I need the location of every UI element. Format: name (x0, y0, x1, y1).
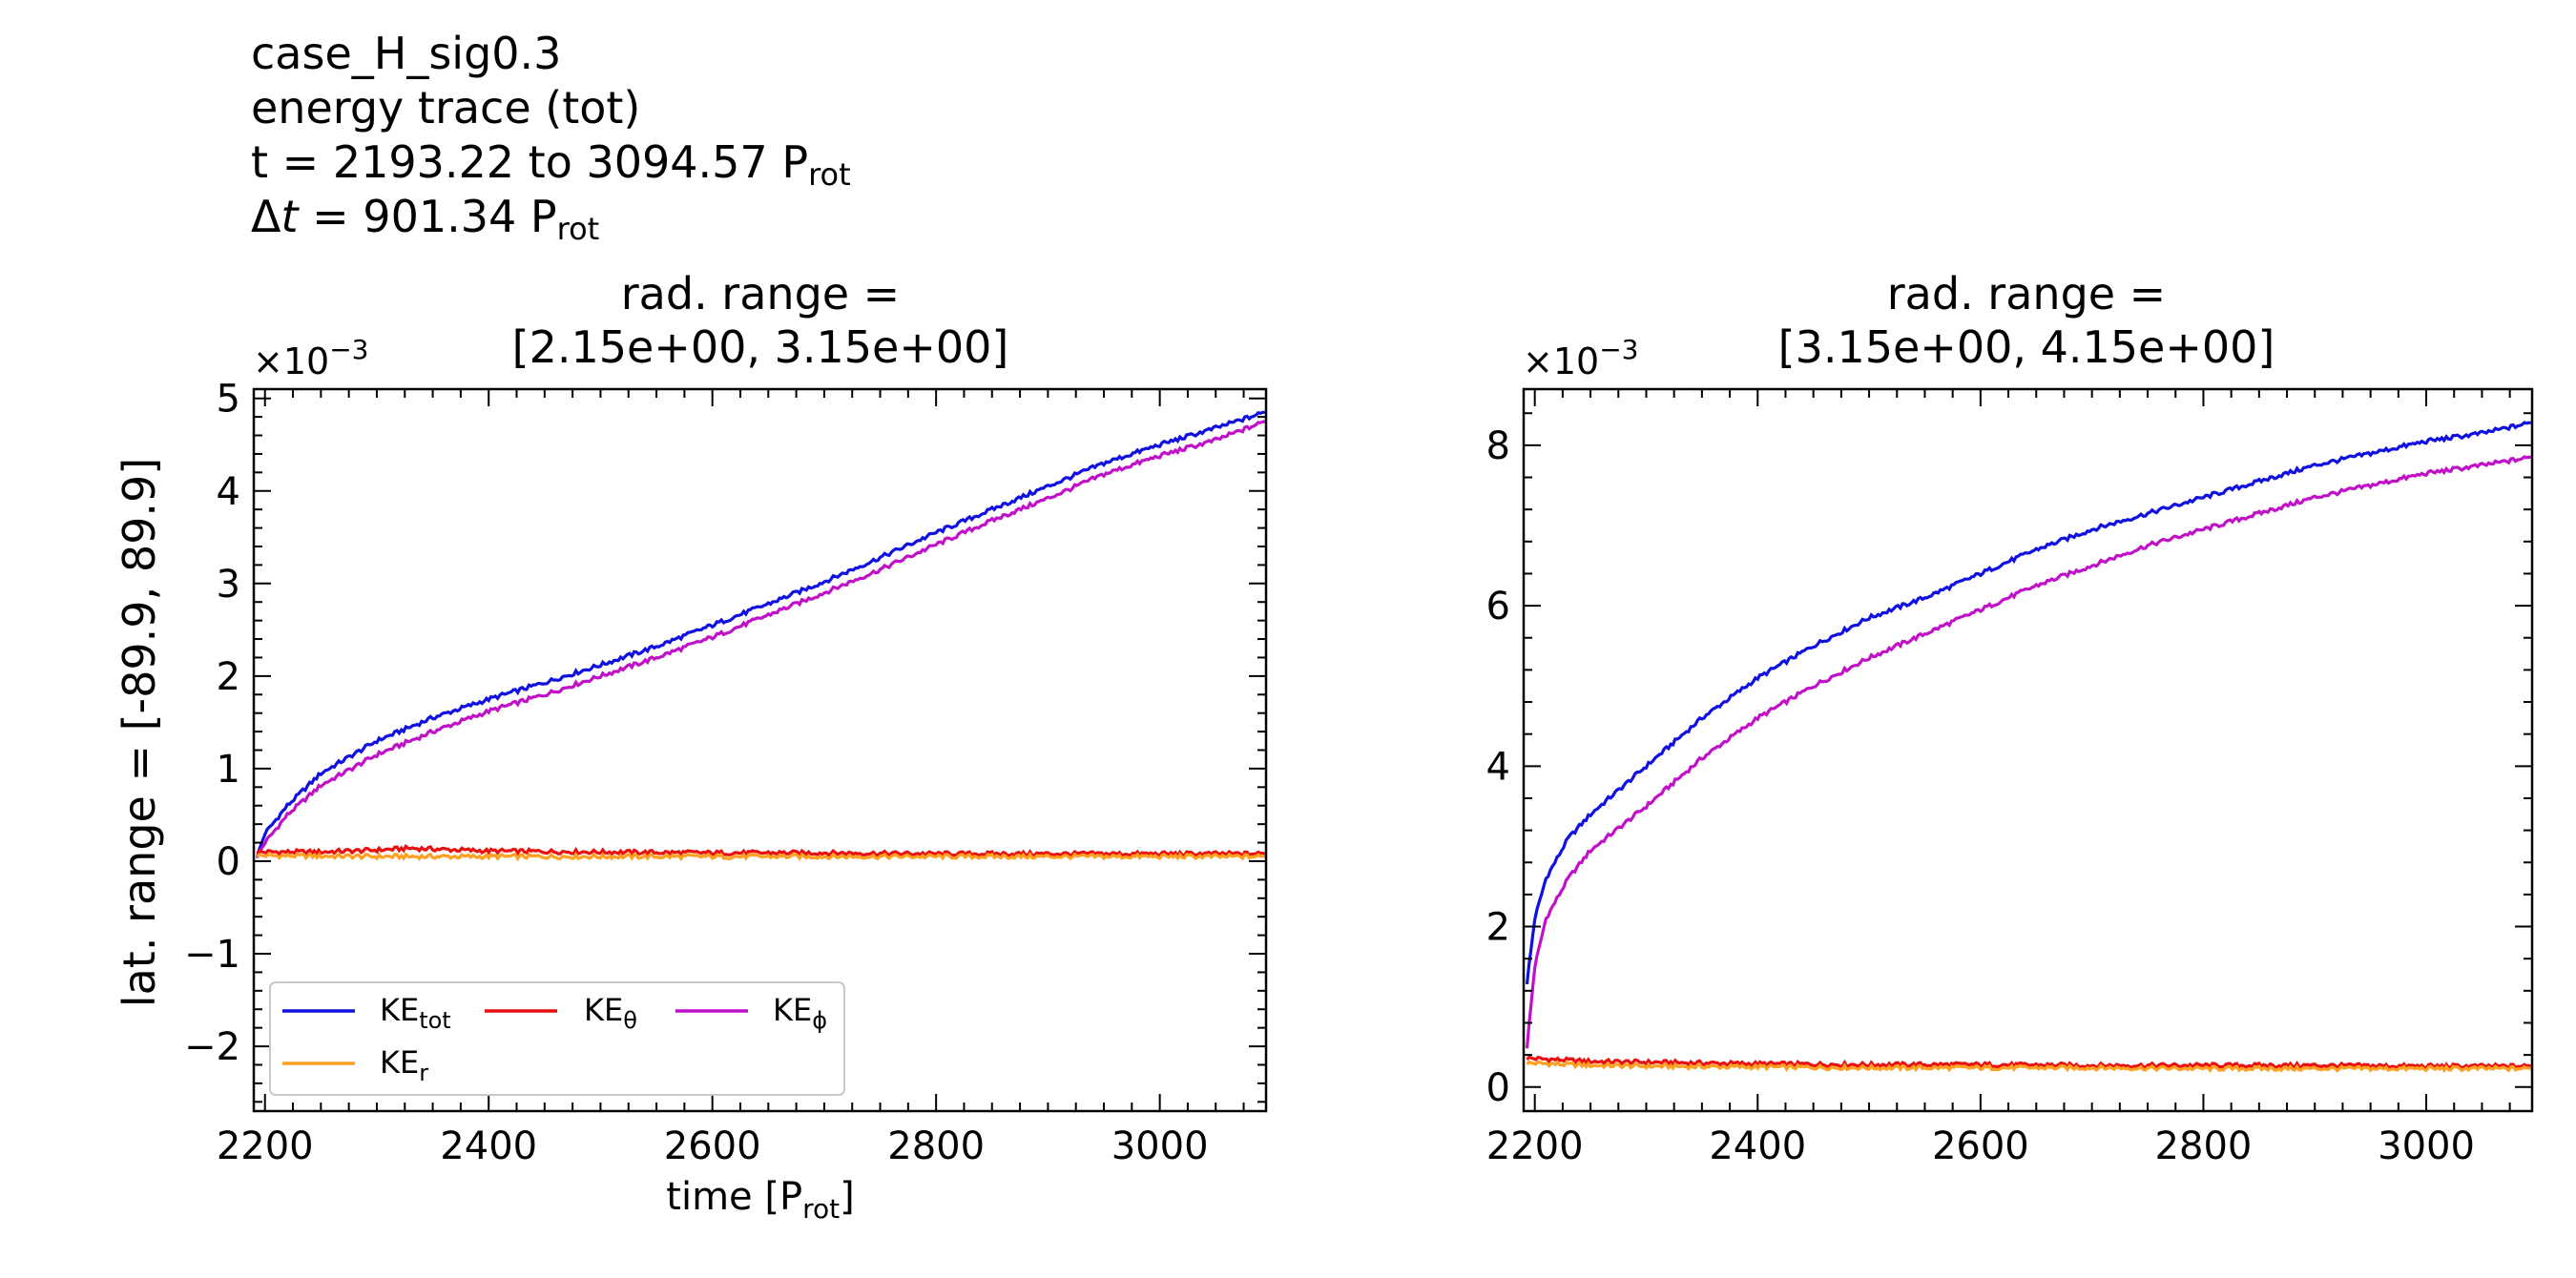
case-name: case_H_sig0.3 (251, 28, 562, 79)
panel-right-series-ke-theta (1526, 1055, 2532, 1071)
panel-left-y-tick-label: 2 (217, 655, 240, 699)
panel-right-title-line1: rad. range = (1887, 268, 2166, 320)
panel-right-x-tick-label: 3000 (2378, 1124, 2475, 1168)
panel-left-x-tick-label: 2600 (664, 1124, 761, 1168)
delta-symbol: Δ (251, 191, 281, 242)
panel-left-series-ke-tot (255, 410, 1265, 858)
panel-left-series-ke-phi (255, 420, 1266, 859)
legend-label-ke-r-sub: r (419, 1060, 428, 1086)
panel-left-y-tick-label: 1 (217, 748, 240, 792)
panel-right-x-tick-label: 2400 (1709, 1124, 1806, 1168)
panel-left-title-line2: [2.15e+00, 3.15e+00] (512, 321, 1009, 373)
legend-label-ke-r: KEr (380, 1044, 428, 1086)
panel-right-y-multiplier: ×10−3 (1523, 334, 1638, 382)
panel-left-series-ke-r (256, 851, 1266, 862)
panel-right-plot-area: 2200 2400 2600 2800 3000 0 2 4 6 8 (1486, 387, 2534, 1168)
legend-label-ke-phi: KEϕ (773, 992, 827, 1034)
panel-left-y-tick-label: 5 (217, 378, 240, 422)
legend-label-ke-phi-base: KE (773, 992, 812, 1028)
figure-header: case_H_sig0.3 energy trace (tot) t = 219… (251, 27, 851, 244)
x-axis-label-base: time [P (666, 1175, 802, 1219)
panel-right-y-tick-label: 2 (1486, 906, 1510, 950)
time-span: Δt = 901.34 Prot (251, 190, 851, 244)
panel-right-x-tick-label: 2600 (1932, 1124, 2029, 1168)
time-range: t = 2193.22 to 3094.57 Prot (251, 135, 851, 190)
x-axis-label-end: ] (840, 1175, 855, 1219)
trace-type: energy trace (tot) (251, 82, 641, 134)
panel-left-y-multiplier-base: ×10 (253, 340, 329, 382)
panel-right-y-tick-label: 4 (1486, 745, 1510, 789)
panel-right-y-multiplier-base: ×10 (1523, 340, 1599, 382)
panel-right-y-tick-label: 6 (1486, 585, 1510, 629)
panel-right-x-tick-label: 2800 (2155, 1124, 2253, 1168)
panel-left-plot-area: 2200 2400 2600 2800 3000 −2 −1 0 1 2 3 4 5 (184, 378, 1268, 1168)
panel-left-title-line1: rad. range = (621, 268, 900, 320)
legend-label-ke-theta-sub: θ (623, 1007, 637, 1034)
panel-left-y-multiplier: ×10−3 (253, 334, 368, 382)
panel-left-y-tick-label: −2 (184, 1025, 240, 1069)
time-span-unit-sub: rot (556, 211, 600, 247)
time-range-text: t = 2193.22 to 3094.57 P (251, 136, 809, 188)
panel-left-x-axis-label: time [Prot] (666, 1175, 854, 1225)
panel-right-y-multiplier-exp: −3 (1599, 334, 1638, 365)
panel-left-y-tick-label: 3 (217, 563, 240, 607)
panel-left-x-tick-label: 2200 (217, 1124, 314, 1168)
panel-left-y-tick-label: 0 (217, 840, 240, 884)
panel-left-x-tick-label: 2400 (440, 1124, 537, 1168)
x-axis-label-sub: rot (802, 1193, 840, 1225)
delta-var: t (280, 191, 299, 242)
legend-label-ke-theta: KEθ (584, 992, 637, 1034)
time-span-text: = 901.34 P (298, 191, 557, 242)
panel-left-y-axis-label: lat. range = [-89.9, 89.9] (114, 458, 165, 1007)
legend-label-ke-tot: KEtot (380, 992, 451, 1034)
legend-label-ke-phi-sub: ϕ (812, 1007, 827, 1034)
legend-box (269, 981, 845, 1096)
time-range-unit-sub: rot (808, 156, 851, 193)
panel-left-series-ke-theta (256, 843, 1266, 858)
panel-right-x-tick-label: 2200 (1486, 1124, 1584, 1168)
panel-left-x-tick-label: 2800 (887, 1124, 985, 1168)
panel-left-y-tick-label: 4 (217, 470, 240, 514)
panel-right-title-line2: [3.15e+00, 4.15e+00] (1778, 321, 2275, 373)
legend-label-ke-theta-base: KE (584, 992, 623, 1028)
panel-right-series-ke-phi (1525, 455, 2531, 1049)
legend-label-ke-tot-base: KE (380, 992, 419, 1028)
legend-label-ke-r-base: KE (380, 1044, 419, 1081)
panel-left-x-tick-label: 3000 (1111, 1124, 1209, 1168)
legend-label-ke-tot-sub: tot (419, 1007, 451, 1034)
panel-right-y-tick-label: 0 (1486, 1066, 1510, 1110)
panel-left-y-tick-label: −1 (184, 933, 240, 977)
panel-right-series-ke-tot (1525, 421, 2531, 985)
legend: KEtot KEθ KEϕ KEr (269, 981, 845, 1096)
chart-panel-left: rad. range = [2.15e+00, 3.15e+00] 2200 24… (114, 268, 1268, 1225)
panel-right-y-tick-label: 8 (1486, 424, 1510, 468)
panel-left-y-multiplier-exp: −3 (329, 334, 368, 365)
chart-panel-right: rad. range = [3.15e+00, 4.15e+00] 2200 24… (1486, 268, 2534, 1168)
panel-right-series-ke-r (1526, 1060, 2532, 1074)
panel-right-axes-frame (1522, 387, 2534, 1113)
